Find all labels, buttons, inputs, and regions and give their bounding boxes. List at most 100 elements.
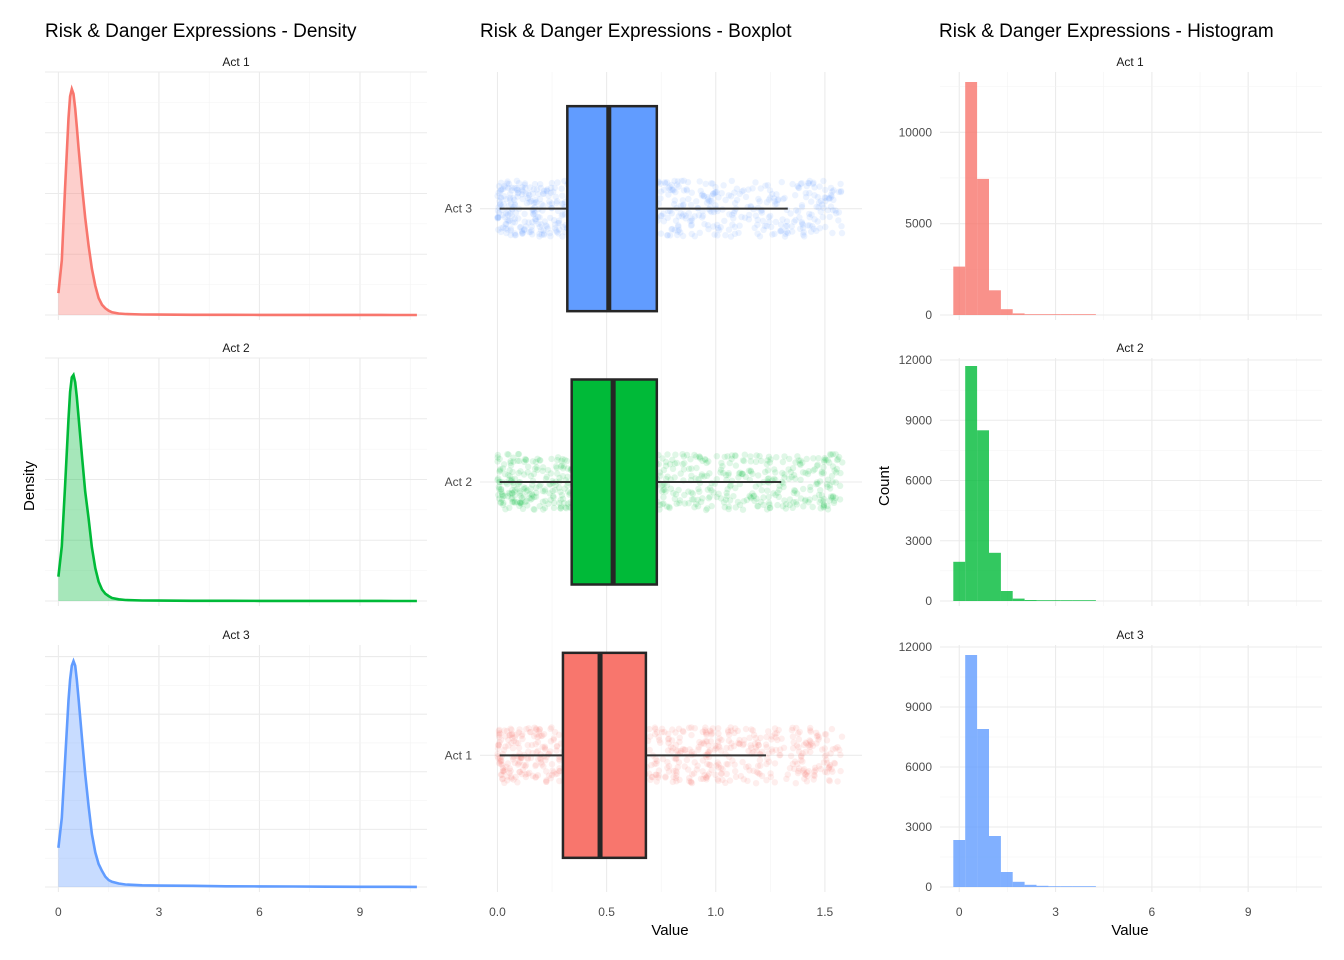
boxplot-point <box>513 177 521 184</box>
boxplot-point <box>715 725 722 732</box>
boxplot-point <box>822 186 829 194</box>
boxplot-point <box>495 742 503 749</box>
boxplot-point <box>661 728 668 736</box>
boxplot-point <box>508 495 515 502</box>
histogram-y-tick-label: 10000 <box>899 125 933 139</box>
histogram-bar-act-3 <box>1036 885 1049 887</box>
boxplot-point <box>811 764 819 771</box>
boxplot-point <box>695 485 702 493</box>
boxplot-point <box>693 464 700 472</box>
boxplot-point <box>798 204 806 211</box>
boxplot-point <box>512 232 519 239</box>
boxplot-point <box>500 768 508 775</box>
boxplot-point <box>688 724 695 731</box>
boxplot-point <box>710 190 717 197</box>
boxplot-point <box>832 745 839 752</box>
boxplot-point <box>540 231 548 238</box>
boxplot-point <box>672 217 680 224</box>
boxplot-point <box>697 775 705 782</box>
boxplot-point <box>725 503 732 510</box>
boxplot-point <box>718 770 725 777</box>
histogram-y-tick-label: 6000 <box>905 760 932 774</box>
boxplot-point <box>679 727 687 735</box>
boxplot-point <box>532 774 539 781</box>
boxplot-point <box>673 772 680 779</box>
boxplot-point <box>530 211 537 218</box>
boxplot-point <box>499 751 506 758</box>
boxplot-point <box>507 458 514 465</box>
boxplot-point <box>756 757 764 764</box>
boxplot-point <box>838 733 846 740</box>
boxplot-point <box>519 230 526 237</box>
boxplot-point <box>541 486 549 493</box>
boxplot-point <box>782 230 789 237</box>
boxplot-point <box>518 500 525 508</box>
boxplot-point <box>826 761 834 769</box>
boxplot-point <box>810 771 818 779</box>
boxplot-point <box>531 493 538 501</box>
boxplot-point <box>737 469 744 476</box>
boxplot-point <box>691 725 698 732</box>
boxplot-point <box>693 198 700 205</box>
boxplot-point <box>687 779 695 786</box>
boxplot-point <box>559 211 566 218</box>
boxplot-point <box>547 775 554 782</box>
boxplot-point <box>819 213 826 221</box>
boxplot-point <box>546 229 554 237</box>
boxplot-point <box>806 222 813 229</box>
boxplot-point <box>543 473 550 481</box>
boxplot-point <box>788 473 795 481</box>
boxplot-point <box>704 486 711 493</box>
boxplot-point <box>558 212 565 219</box>
boxplot-point <box>511 230 519 237</box>
boxplot-point <box>766 218 773 226</box>
boxplot-point <box>510 776 517 783</box>
boxplot-point <box>829 188 836 195</box>
boxplot-point <box>701 727 709 734</box>
boxplot-point <box>511 734 519 741</box>
boxplot-point <box>511 488 518 495</box>
histogram-bar-act-1 <box>965 82 978 315</box>
boxplot-point <box>706 493 713 500</box>
boxplot-point <box>820 469 827 477</box>
boxplot-point <box>517 223 524 231</box>
boxplot-point <box>780 195 787 203</box>
boxplot-point <box>817 765 825 773</box>
boxplot-point <box>688 472 695 479</box>
boxplot-point <box>824 483 831 490</box>
boxplot-point <box>505 742 512 749</box>
boxplot-y-tick-label-act-1: Act 1 <box>445 748 473 762</box>
boxplot-point <box>668 210 675 217</box>
boxplot-point <box>810 225 817 233</box>
boxplot-point <box>503 763 510 770</box>
boxplot-point <box>675 759 683 766</box>
boxplot-point <box>829 207 837 214</box>
boxplot-point <box>509 486 516 494</box>
boxplot-point <box>496 467 504 474</box>
boxplot-point <box>828 472 836 480</box>
boxplot-point <box>746 734 753 741</box>
boxplot-point <box>531 506 538 513</box>
boxplot-point <box>752 780 760 787</box>
boxplot-point <box>725 470 732 477</box>
histogram-bar-act-2 <box>1060 600 1073 601</box>
boxplot-point <box>685 766 692 773</box>
boxplot-point <box>529 190 537 197</box>
boxplot-point <box>505 736 512 744</box>
boxplot-point <box>531 180 539 188</box>
boxplot-point <box>760 494 767 501</box>
boxplot-point <box>766 501 773 508</box>
boxplot-box-act-3 <box>566 104 659 313</box>
boxplot-point <box>522 190 529 197</box>
boxplot-point <box>792 780 799 787</box>
boxplot-point <box>700 192 707 200</box>
boxplot-point <box>730 215 737 222</box>
boxplot-point <box>528 741 536 749</box>
boxplot-point <box>773 200 780 208</box>
boxplot-point <box>550 736 557 743</box>
boxplot-point <box>680 187 688 194</box>
boxplot-point <box>653 729 661 736</box>
boxplot-point <box>556 474 563 482</box>
boxplot-point <box>499 465 507 472</box>
